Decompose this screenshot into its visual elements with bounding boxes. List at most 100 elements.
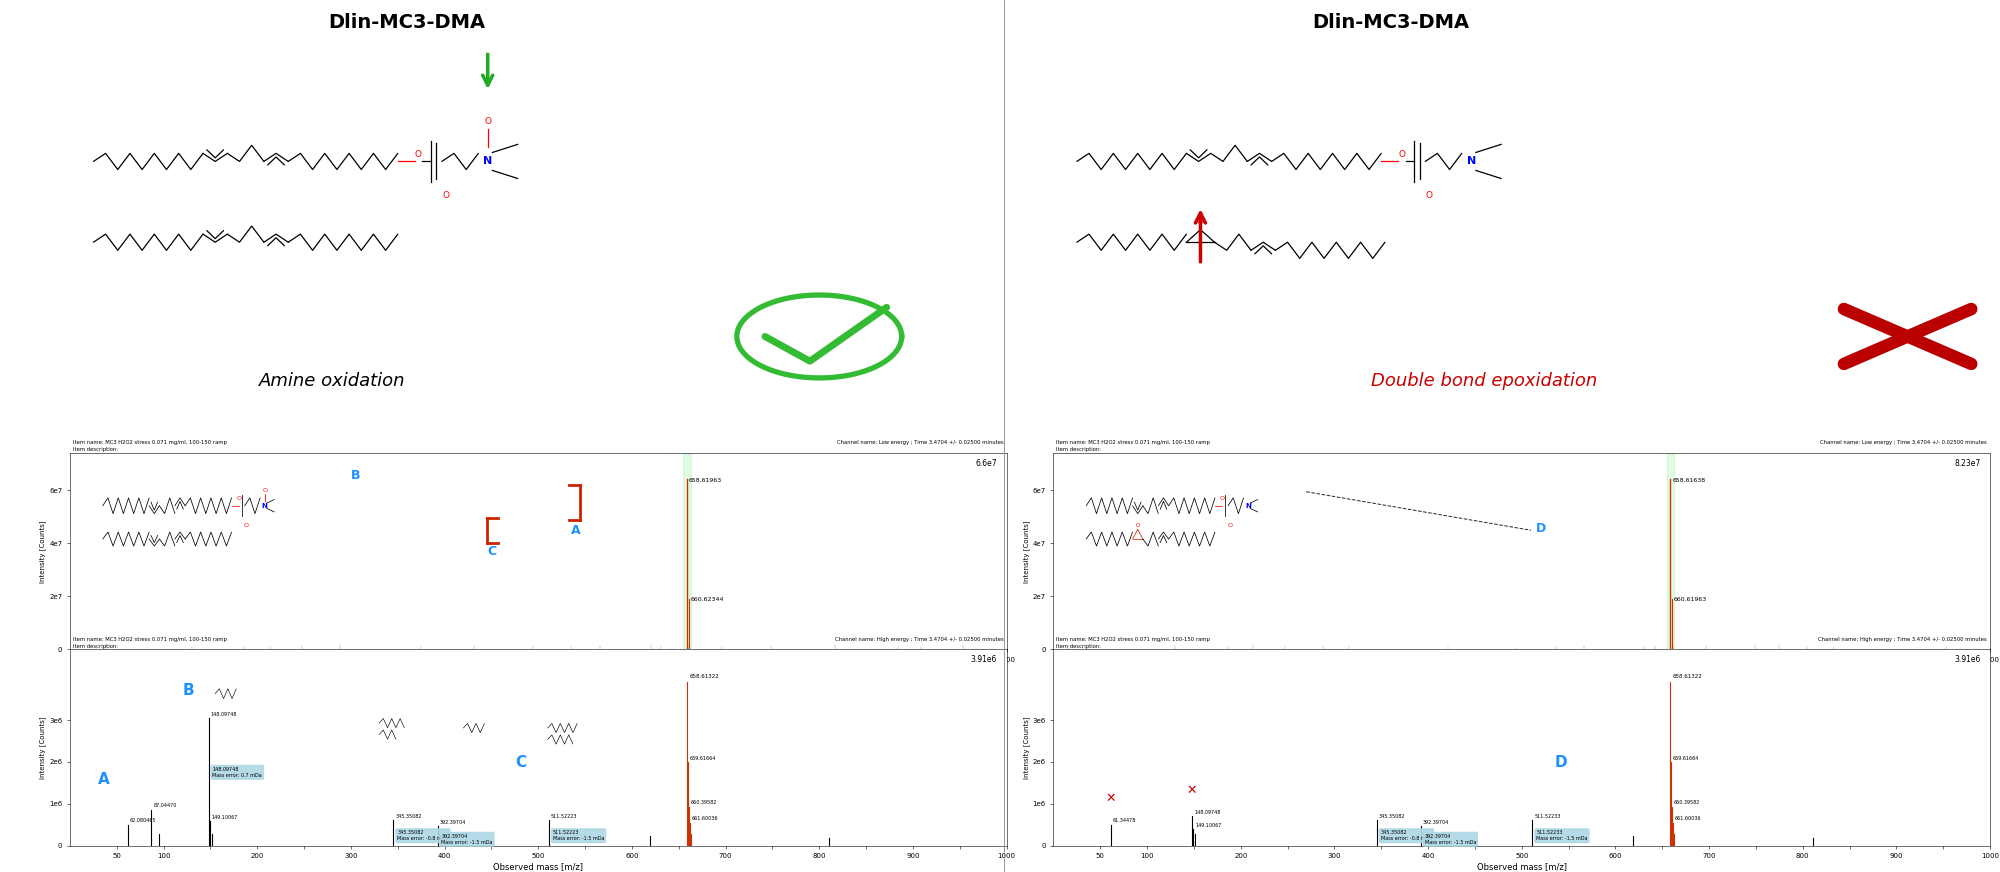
Text: Item description:: Item description: xyxy=(72,644,118,649)
Text: 375.10732: 375.10732 xyxy=(420,658,424,679)
Text: O: O xyxy=(1220,496,1224,501)
Text: 659.61664: 659.61664 xyxy=(1674,756,1700,760)
Text: O: O xyxy=(1426,191,1432,200)
Text: 3.91e6: 3.91e6 xyxy=(970,656,998,664)
Y-axis label: Intensity [Counts]: Intensity [Counts] xyxy=(1022,520,1030,582)
Text: 536.84245: 536.84245 xyxy=(1554,658,1558,679)
Text: Double bond epoxidation: Double bond epoxidation xyxy=(1372,372,1598,391)
Text: Item name: MC3 H2O2 stress 0.071 mg/ml, 100-150 ramp: Item name: MC3 H2O2 stress 0.071 mg/ml, … xyxy=(72,440,226,446)
Text: 511.52223
Mass error: -1.5 mDa: 511.52223 Mass error: -1.5 mDa xyxy=(552,830,604,841)
Text: 566.99520: 566.99520 xyxy=(598,658,602,679)
Text: 345.35082: 345.35082 xyxy=(1378,814,1406,819)
Bar xyxy=(684,453,690,650)
Text: Amine oxidation: Amine oxidation xyxy=(258,372,406,391)
Text: 658.61638: 658.61638 xyxy=(1672,478,1706,483)
Text: 3.91e6: 3.91e6 xyxy=(1954,656,1980,664)
Text: 748.59613: 748.59613 xyxy=(1752,658,1756,679)
Text: Channel name: High energy ; Time 3.4704 +/- 0.02500 minutes: Channel name: High energy ; Time 3.4704 … xyxy=(1818,637,1988,642)
Text: A: A xyxy=(570,524,580,537)
Text: O: O xyxy=(262,488,268,494)
Text: 345.35082: 345.35082 xyxy=(396,814,422,819)
Text: O: O xyxy=(1196,217,1204,226)
Text: 566.99620: 566.99620 xyxy=(1582,658,1586,679)
Text: 016.57647: 016.57647 xyxy=(832,658,836,679)
Text: 148.09748
Mass error: 0.7 mDa: 148.09748 Mass error: 0.7 mDa xyxy=(212,766,262,778)
Text: 148.09748: 148.09748 xyxy=(1194,810,1220,814)
Text: Dlin-MC3-DMA: Dlin-MC3-DMA xyxy=(1312,13,1470,32)
Text: Item name: MC3 H2O2 stress 0.071 mg/ml, 100-150 ramp: Item name: MC3 H2O2 stress 0.071 mg/ml, … xyxy=(1056,440,1210,446)
Text: 658.61322: 658.61322 xyxy=(690,674,720,679)
Text: 247.16863: 247.16863 xyxy=(300,658,304,679)
Text: D: D xyxy=(1554,755,1568,770)
Text: 392.39704: 392.39704 xyxy=(1422,820,1450,825)
Text: O: O xyxy=(244,523,250,528)
Text: 953.51420: 953.51420 xyxy=(1944,658,1948,679)
Text: 213.11166: 213.11166 xyxy=(268,658,272,679)
Text: 661.42666: 661.42666 xyxy=(688,658,692,679)
Text: 630.60130: 630.60130 xyxy=(658,658,662,679)
Text: 149.10067: 149.10067 xyxy=(212,814,238,820)
Text: 642.62099: 642.62099 xyxy=(670,658,674,679)
Y-axis label: Intensity [Counts]: Intensity [Counts] xyxy=(40,717,46,779)
Text: C: C xyxy=(486,545,496,558)
Text: 660.39582: 660.39582 xyxy=(690,800,716,805)
Text: 288.29290: 288.29290 xyxy=(1322,658,1326,679)
Text: O: O xyxy=(414,150,422,160)
Text: B: B xyxy=(182,684,194,698)
Text: 149.10067: 149.10067 xyxy=(1196,823,1222,828)
Text: 421.16895: 421.16895 xyxy=(1446,658,1450,679)
Text: 8.23e7: 8.23e7 xyxy=(1954,459,1980,468)
Text: N: N xyxy=(484,156,492,167)
X-axis label: Observed mass [m/z]: Observed mass [m/z] xyxy=(494,862,584,871)
Text: Item description:: Item description: xyxy=(1056,447,1102,453)
Text: 87.04470: 87.04470 xyxy=(154,803,176,808)
Text: 833.70746: 833.70746 xyxy=(1832,658,1836,679)
Text: 630.60130: 630.60130 xyxy=(1642,658,1646,679)
Text: N: N xyxy=(262,503,268,508)
Text: N: N xyxy=(1466,156,1476,167)
Text: O: O xyxy=(484,117,492,126)
Text: 658.61963: 658.61963 xyxy=(688,478,722,483)
Text: 906.70746: 906.70746 xyxy=(920,658,924,679)
Text: 661.60036: 661.60036 xyxy=(1674,816,1702,821)
Text: ✕: ✕ xyxy=(1186,784,1198,797)
Text: 696.57245: 696.57245 xyxy=(1704,658,1708,679)
Text: 431.16955: 431.16955 xyxy=(472,658,476,679)
Text: 61.34478: 61.34478 xyxy=(1112,818,1136,823)
Text: O: O xyxy=(236,496,242,501)
Text: A: A xyxy=(98,772,110,787)
Text: Item description:: Item description: xyxy=(72,447,118,453)
X-axis label: Observed mass [m/z]: Observed mass [m/z] xyxy=(1476,862,1566,871)
Text: 315.10720: 315.10720 xyxy=(1346,658,1350,679)
Text: Channel name: Low energy ; Time 3.4704 +/- 0.02500 minutes: Channel name: Low energy ; Time 3.4704 +… xyxy=(1820,440,1988,446)
Text: 748.59613: 748.59613 xyxy=(770,658,774,679)
Text: C: C xyxy=(514,755,526,770)
Text: 494.81540: 494.81540 xyxy=(532,658,536,679)
Text: ✕: ✕ xyxy=(1106,792,1116,805)
Text: 511.52233: 511.52233 xyxy=(1534,814,1560,819)
Text: 696.57245: 696.57245 xyxy=(720,658,724,679)
Text: 345.35082
Mass error: -0.8 mDa: 345.35082 Mass error: -0.8 mDa xyxy=(1380,830,1432,841)
Text: 642.62099: 642.62099 xyxy=(1654,658,1658,679)
Text: Channel name: Low energy ; Time 3.4704 +/- 0.02500 minutes: Channel name: Low energy ; Time 3.4704 +… xyxy=(838,440,1004,446)
Text: 620.60130: 620.60130 xyxy=(650,658,654,679)
Text: N: N xyxy=(1246,503,1252,508)
Text: 130.16127: 130.16127 xyxy=(1174,658,1178,679)
Text: 392.39704
Mass error: -1.5 mDa: 392.39704 Mass error: -1.5 mDa xyxy=(1424,834,1476,845)
Text: 345.35082
Mass error: -0.8 mDa: 345.35082 Mass error: -0.8 mDa xyxy=(398,830,448,841)
Text: 660.61963: 660.61963 xyxy=(1674,597,1708,602)
Text: O: O xyxy=(442,191,450,200)
Text: 186.65448: 186.65448 xyxy=(1226,658,1230,679)
Text: 38.04999: 38.04999 xyxy=(104,658,108,677)
Y-axis label: Intensity [Counts]: Intensity [Counts] xyxy=(40,520,46,582)
Text: Item name: MC3 H2O2 stress 0.071 mg/ml, 100-150 ramp: Item name: MC3 H2O2 stress 0.071 mg/ml, … xyxy=(72,637,226,642)
Text: 660.62344: 660.62344 xyxy=(690,597,724,602)
Text: 660.39582: 660.39582 xyxy=(1674,800,1700,805)
Text: O: O xyxy=(1228,523,1232,528)
Text: 658.61322: 658.61322 xyxy=(1674,674,1702,679)
Text: 661.42666: 661.42666 xyxy=(1670,658,1674,679)
Text: 288.29280: 288.29280 xyxy=(338,658,342,679)
Text: 148.09748: 148.09748 xyxy=(210,712,236,717)
Text: D: D xyxy=(1536,522,1546,535)
Text: B: B xyxy=(350,469,360,482)
